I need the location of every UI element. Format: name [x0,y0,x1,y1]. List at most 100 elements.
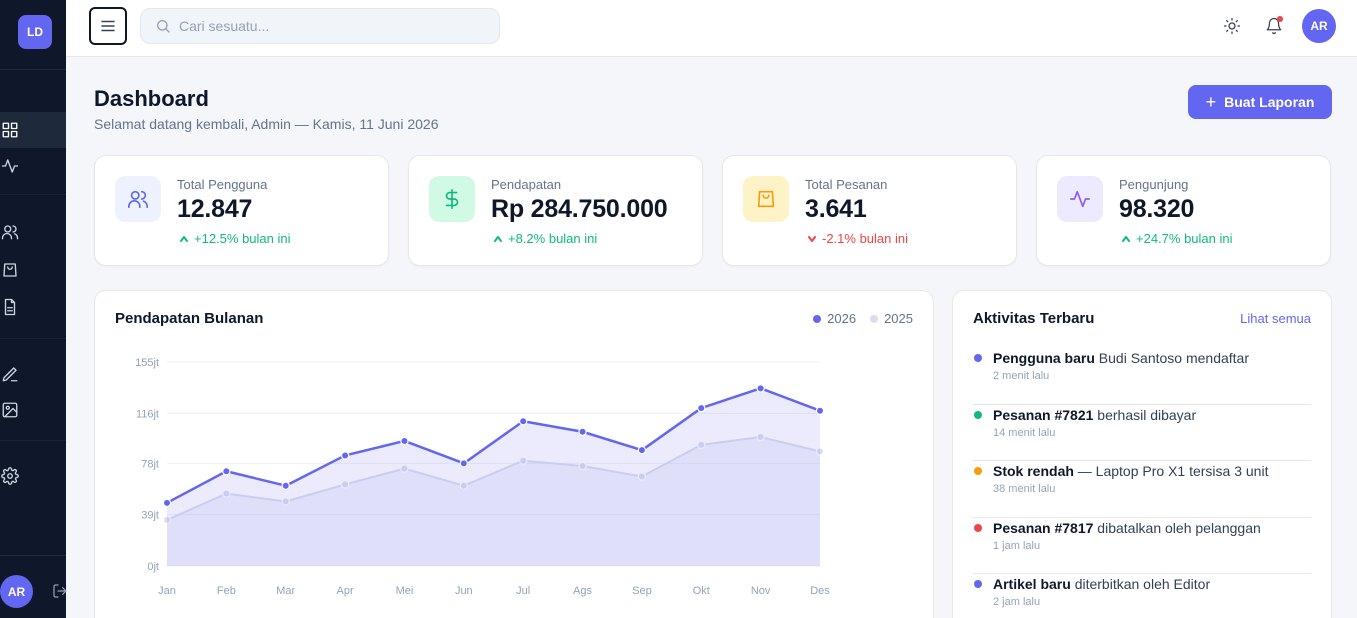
data-point-2026 [637,445,647,455]
series-area-2026 [167,388,820,566]
search-icon [157,20,170,33]
data-point-2025 [815,447,825,456]
stat-change-text: +12.5% bulan ini [194,231,291,246]
stat-change-text: +24.7% bulan ini [1136,231,1233,246]
chevron-down-icon [808,235,816,242]
sidebar-item-users[interactable] [0,222,20,242]
activity-detail: Budi Santoso mendaftar [1094,350,1250,366]
activity-text: Stok rendah — Laptop Pro X1 tersisa 3 un… [993,463,1268,479]
stat-label: Pendapatan [491,177,562,192]
stat-card-users[interactable]: Total Pengguna 12.847 +12.5% bulan ini [94,155,389,266]
stat-icon-wrap [429,176,475,222]
activity-item[interactable]: Stok rendah — Laptop Pro X1 tersisa 3 un… [973,461,1311,518]
stat-card-orders[interactable]: Total Pesanan 3.641 -2.1% bulan ini [722,155,1017,266]
revenue-line-chart: 0jt 39jt 78jt 116jt 155jt Jan Feb Mar Apr Mei Jun J… [135,357,830,597]
hamburger-icon [101,20,115,32]
users-icon [1,225,19,240]
stat-card-visitors[interactable]: Pengunjung 98.320 +24.7% bulan ini [1036,155,1331,266]
sidebar-item-editor[interactable] [0,364,20,384]
menu-toggle-button[interactable] [89,7,127,45]
activity-subject: Pesanan #7821 [993,406,1094,423]
activity-item[interactable]: Pesanan #7817 dibatalkan oleh pelanggan 1… [973,518,1311,574]
x-tick-label: Okt [693,585,710,597]
sidebar-item-media[interactable] [0,400,20,420]
x-tick-label: Ags [573,585,592,597]
page-title: Dashboard [94,86,209,111]
activity-item[interactable]: Artikel baru diterbitkan oleh Editor 2 ja… [973,574,1311,618]
stat-icon-wrap [743,176,789,222]
x-tick-label: Des [810,585,830,597]
data-point-2025 [578,461,587,471]
sidebar-item-analytics[interactable] [0,156,20,176]
activity-time: 14 menit lalu [993,426,1056,439]
x-tick-label: Jul [516,585,530,597]
x-tick-label: Nov [751,585,771,597]
activity-detail: — Laptop Pro X1 tersisa 3 unit [1073,463,1269,479]
data-point-2026 [815,406,825,415]
y-tick-label: 0jt [147,561,159,573]
activity-item[interactable]: Pengguna baru Budi Santoso mendaftar 2 me… [973,348,1311,405]
activity-status-dot [974,410,982,419]
logout-button[interactable] [52,583,68,599]
activity-text: Pesanan #7817 dibatalkan oleh pelanggan [993,520,1261,536]
sidebar-user-avatar[interactable]: AR [0,575,33,608]
users-icon [128,190,148,209]
activity-detail: diterbitkan oleh Editor [1070,576,1211,592]
stat-value: 12.847 [177,195,253,223]
legend-item-2026[interactable]: 2026 [813,311,856,326]
series-line-2025 [166,436,821,521]
sidebar-divider [0,440,66,441]
user-avatar[interactable]: AR [1302,9,1336,43]
data-point-2025 [518,456,528,465]
logout-icon [53,584,67,598]
sidebar-item-reports[interactable] [0,297,20,317]
page-subtitle: Selamat datang kembali, Admin — Kamis, 1… [94,116,439,132]
sidebar-item-settings[interactable] [0,466,20,486]
activity-detail: berhasil dibayar [1093,406,1197,423]
chevron-up-icon [180,235,188,242]
create-report-button[interactable]: + Buat Laporan [1188,85,1332,119]
data-point-2026 [578,427,587,436]
sidebar-item-dashboard[interactable] [0,120,20,140]
data-point-2026 [222,467,231,476]
activity-time: 1 jam lalu [993,539,1041,552]
revenue-chart-card: Pendapatan Bulanan 2026 2025 0jt 39jt 78jt… [94,290,934,618]
stat-label: Pengunjung [1119,177,1189,192]
stat-card-revenue[interactable]: Pendapatan Rp 284.750.000 +8.2% bulan in… [408,155,703,266]
sidebar-item-orders[interactable] [0,260,20,280]
data-point-2026 [697,403,706,413]
legend-swatch [870,314,879,323]
shopping-bag-icon [757,190,775,208]
y-tick-label: 78jt [141,458,159,470]
data-point-2025 [340,480,350,489]
data-point-2026 [281,481,290,490]
data-point-2025 [281,497,290,506]
chevron-up-icon [1122,235,1130,242]
app-logo[interactable]: LD [18,15,52,49]
topbar: AR [66,0,1357,57]
stat-change: +8.2% bulan ini [493,231,597,246]
activity-status-dot [974,467,982,475]
stat-change: +12.5% bulan ini [179,231,291,246]
activity-item[interactable]: Pesanan #7821 berhasil dibayar 14 menit l… [973,405,1311,461]
stat-label: Total Pengguna [177,177,268,192]
activity-time: 2 jam lalu [993,596,1041,608]
stat-value: Rp 284.750.000 [491,195,668,223]
stat-value: 3.641 [805,195,867,223]
legend-label: 2026 [827,311,857,326]
theme-toggle-button[interactable] [1221,15,1243,37]
bell-icon [1266,17,1282,35]
activity-text: Pesanan #7821 berhasil dibayar [993,407,1196,423]
activity-subject: Pesanan #7817 [993,519,1094,536]
activity-time: 38 menit lalu [993,483,1056,495]
x-tick-label: Feb [217,585,236,597]
stat-change: -2.1% bulan ini [807,231,908,246]
image-icon [2,402,18,418]
see-all-link[interactable]: Lihat semua [1240,311,1311,326]
x-tick-label: Apr [337,585,354,597]
data-point-2026 [518,417,528,426]
search-input[interactable] [179,18,479,34]
sidebar-divider [0,555,66,556]
legend-item-2025[interactable]: 2025 [870,311,913,326]
notifications-button[interactable] [1263,15,1285,37]
